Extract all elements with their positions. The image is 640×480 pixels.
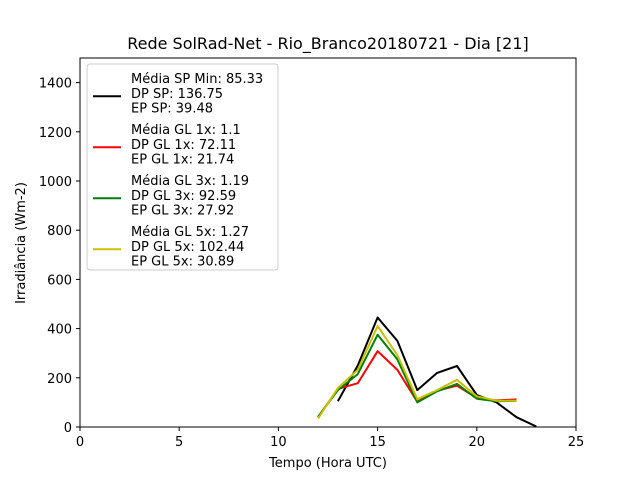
legend-entry-text: Média SP Min: 85.33 <box>131 72 263 87</box>
chart-title: Rede SolRad-Net - Rio_Branco20180721 - D… <box>127 34 529 54</box>
y-axis-label: Irradiância (Wm-2) <box>14 182 29 304</box>
legend-entry-text: EP GL 3x: 27.92 <box>131 204 234 219</box>
series-layer <box>317 316 537 428</box>
y-tick-label: 600 <box>47 273 72 288</box>
legend-box <box>86 63 279 271</box>
x-tick-label: 5 <box>175 435 183 450</box>
x-tick-label: 10 <box>270 435 287 450</box>
y-tick-label: 1000 <box>39 175 72 190</box>
y-tick-label: 200 <box>47 372 72 387</box>
y-tick-label: 800 <box>47 224 72 239</box>
axes-layer: 0 5 10 15 20 25 0 200 400 600 800 1000 1200 1400 <box>39 57 585 450</box>
series-line-0 <box>337 316 537 428</box>
legend-entry-text: DP GL 1x: 72.11 <box>131 138 236 153</box>
x-axis-label: Tempo (Hora UTC) <box>268 456 387 471</box>
legend-entry-text: DP GL 5x: 102.44 <box>131 240 244 255</box>
x-tick-label: 0 <box>76 435 84 450</box>
y-tick-label: 1400 <box>39 77 72 92</box>
legend-entry-text: EP GL 5x: 30.89 <box>131 255 234 270</box>
series-line-3 <box>317 325 517 419</box>
x-tick-label: 15 <box>369 435 386 450</box>
axes-frame <box>79 57 577 428</box>
legend-entry-text: DP GL 3x: 92.59 <box>131 189 236 204</box>
legend-entry-text: EP GL 1x: 21.74 <box>131 153 234 168</box>
legend-entry-text: Média GL 3x: 1.19 <box>131 174 249 189</box>
legend-entry-text: DP SP: 136.75 <box>131 87 223 102</box>
legend-entry-text: Média GL 1x: 1.1 <box>131 123 241 138</box>
legend-entry-text: Média GL 5x: 1.27 <box>131 225 249 240</box>
legend-entry-text: EP SP: 39.48 <box>131 102 213 117</box>
y-tick-label: 1200 <box>39 126 72 141</box>
y-tick-label: 400 <box>47 323 72 338</box>
series-line-2 <box>317 333 517 418</box>
x-tick-label: 25 <box>568 435 585 450</box>
y-tick-label: 0 <box>64 421 72 436</box>
x-tick-label: 20 <box>469 435 486 450</box>
